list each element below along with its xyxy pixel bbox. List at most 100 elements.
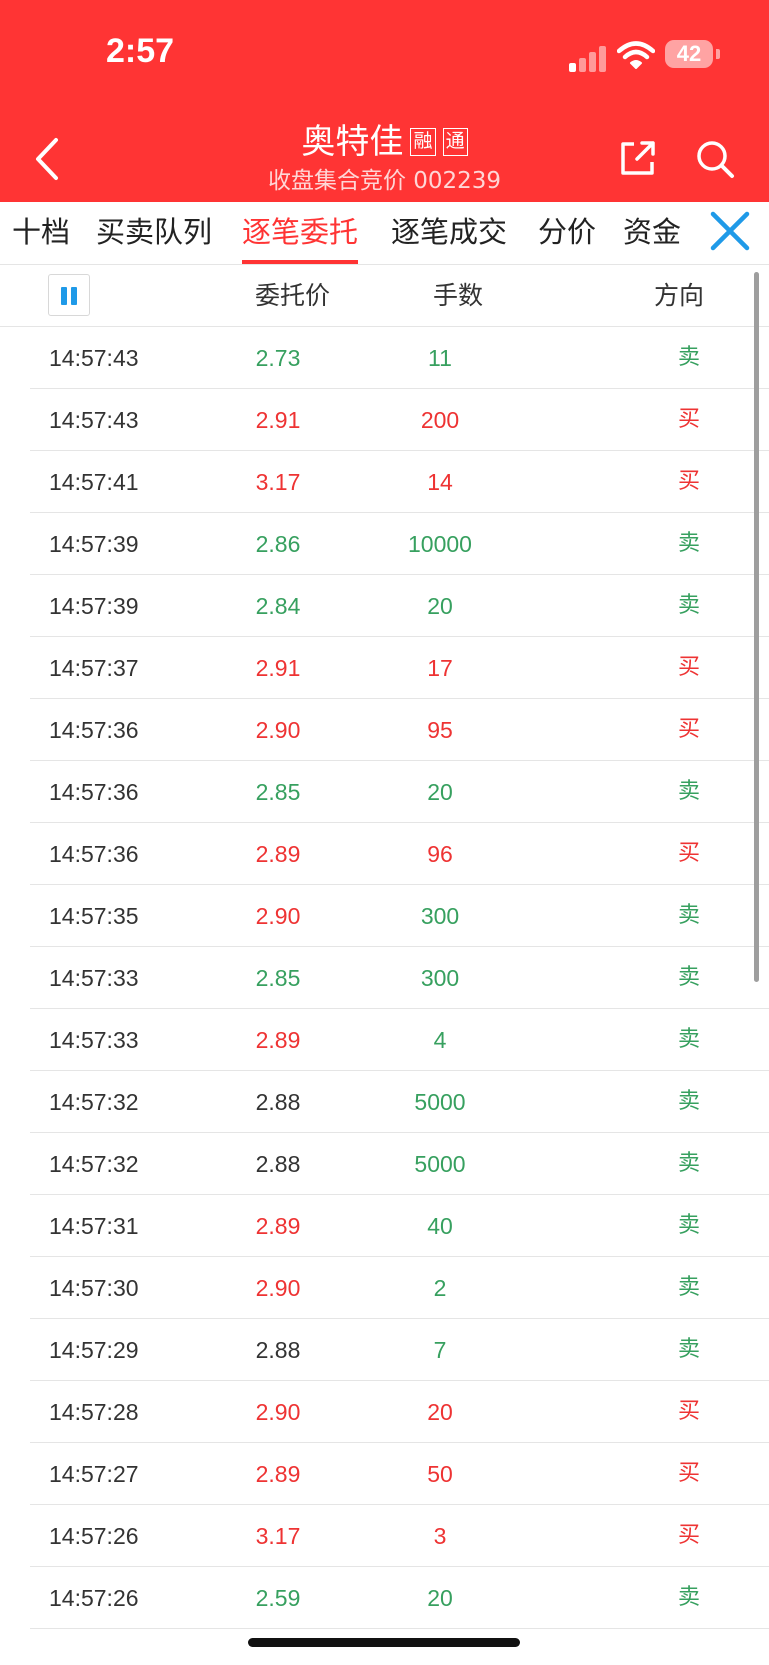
column-header-price: 委托价 xyxy=(255,281,331,310)
row-direction: 卖 xyxy=(678,1089,701,1114)
table-row: 14:57:36 2.90 95 买 xyxy=(30,699,769,761)
row-time: 14:57:28 xyxy=(49,1399,139,1425)
row-time: 14:57:43 xyxy=(49,345,139,371)
row-time: 14:57:37 xyxy=(49,655,139,681)
stock-subtitle: 收盘集合竞价 002239 xyxy=(267,168,502,194)
row-time: 14:57:32 xyxy=(49,1151,139,1177)
row-volume: 200 xyxy=(420,407,460,433)
row-direction: 买 xyxy=(678,841,701,866)
row-direction: 卖 xyxy=(678,1337,701,1362)
row-price: 2.90 xyxy=(255,903,301,929)
row-time: 14:57:29 xyxy=(49,1337,139,1363)
row-price: 2.85 xyxy=(255,965,301,991)
tab-ten-levels[interactable]: 十档 xyxy=(12,215,71,249)
row-price: 2.89 xyxy=(255,1027,301,1053)
row-time: 14:57:41 xyxy=(49,469,139,495)
table-row: 14:57:28 2.90 20 买 xyxy=(30,1381,769,1443)
row-price: 2.90 xyxy=(255,1399,301,1425)
row-direction: 卖 xyxy=(678,531,701,556)
table-row: 14:57:43 2.91 200 买 xyxy=(30,389,769,451)
table-row: 14:57:43 2.73 11 卖 xyxy=(30,327,769,389)
row-volume: 10000 xyxy=(408,531,472,557)
tab-tick-trades[interactable]: 逐笔成交 xyxy=(391,215,508,249)
tab-price-distribution[interactable]: 分价 xyxy=(538,215,597,249)
row-price: 2.89 xyxy=(255,1213,301,1239)
row-time: 14:57:39 xyxy=(49,531,139,557)
close-icon[interactable] xyxy=(708,209,752,253)
table-row: 14:57:35 2.90 300 卖 xyxy=(30,885,769,947)
row-price: 2.84 xyxy=(255,593,301,619)
row-price: 2.73 xyxy=(255,345,301,371)
row-time: 14:57:27 xyxy=(49,1461,139,1487)
row-volume: 11 xyxy=(428,345,452,371)
row-price: 2.91 xyxy=(255,655,301,681)
table-row: 14:57:32 2.88 5000 卖 xyxy=(30,1071,769,1133)
row-time: 14:57:33 xyxy=(49,965,139,991)
row-direction: 卖 xyxy=(678,779,701,804)
row-price: 2.91 xyxy=(255,407,301,433)
row-direction: 卖 xyxy=(678,345,701,370)
table-row: 14:57:30 2.90 2 卖 xyxy=(30,1257,769,1319)
row-volume: 20 xyxy=(427,593,453,619)
table-row: 14:57:37 2.91 17 买 xyxy=(30,637,769,699)
row-time: 14:57:35 xyxy=(49,903,139,929)
status-time: 2:57 xyxy=(106,32,175,70)
row-volume: 7 xyxy=(433,1337,447,1363)
order-list: 14:57:43 2.73 11 卖 14:57:43 2.91 200 买 14:57:41 3… xyxy=(30,327,769,1629)
row-direction: 买 xyxy=(678,469,701,494)
share-icon[interactable] xyxy=(618,138,658,178)
row-price: 3.17 xyxy=(255,469,301,495)
row-time: 14:57:43 xyxy=(49,407,139,433)
scrollbar[interactable] xyxy=(754,272,759,982)
row-direction: 卖 xyxy=(678,1275,701,1300)
row-direction: 卖 xyxy=(678,1151,701,1176)
tab-tick-orders[interactable]: 逐笔委托 xyxy=(242,202,359,264)
table-row: 14:57:26 2.59 20 卖 xyxy=(30,1567,769,1629)
column-header-row: 委托价 手数 方向 xyxy=(0,266,769,327)
stock-name: 奥特佳 xyxy=(301,122,404,162)
tab-order-queue[interactable]: 买卖队列 xyxy=(96,215,213,249)
app-header: 2:57 42 奥特佳 融 通 收盘集合竞价 002239 xyxy=(0,0,769,202)
row-volume: 3 xyxy=(433,1523,447,1549)
row-volume: 5000 xyxy=(414,1151,466,1177)
table-row: 14:57:29 2.88 7 卖 xyxy=(30,1319,769,1381)
row-time: 14:57:32 xyxy=(49,1089,139,1115)
row-price: 2.85 xyxy=(255,779,301,805)
row-price: 2.89 xyxy=(255,841,301,867)
row-time: 14:57:36 xyxy=(49,779,139,805)
table-row: 14:57:39 2.84 20 卖 xyxy=(30,575,769,637)
row-time: 14:57:30 xyxy=(49,1275,139,1301)
pause-icon xyxy=(61,287,67,305)
wifi-icon xyxy=(617,41,655,69)
table-row: 14:57:36 2.85 20 卖 xyxy=(30,761,769,823)
row-direction: 买 xyxy=(678,717,701,742)
row-price: 2.90 xyxy=(255,717,301,743)
row-price: 2.88 xyxy=(255,1151,301,1177)
table-row: 14:57:33 2.89 4 卖 xyxy=(30,1009,769,1071)
tab-capital-flow[interactable]: 资金 xyxy=(623,215,682,249)
row-time: 14:57:31 xyxy=(49,1213,139,1239)
home-indicator xyxy=(248,1638,520,1647)
row-direction: 卖 xyxy=(678,903,701,928)
row-direction: 买 xyxy=(678,407,701,432)
row-direction: 卖 xyxy=(678,1213,701,1238)
row-volume: 300 xyxy=(420,965,460,991)
table-row: 14:57:32 2.88 5000 卖 xyxy=(30,1133,769,1195)
pause-button[interactable] xyxy=(48,274,90,316)
row-price: 2.86 xyxy=(255,531,301,557)
pause-icon xyxy=(71,287,77,305)
row-price: 2.59 xyxy=(255,1585,301,1611)
row-volume: 20 xyxy=(427,1585,453,1611)
row-volume: 300 xyxy=(420,903,460,929)
row-volume: 50 xyxy=(427,1461,453,1487)
table-row: 14:57:41 3.17 14 买 xyxy=(30,451,769,513)
table-row: 14:57:31 2.89 40 卖 xyxy=(30,1195,769,1257)
battery-tip xyxy=(716,49,720,59)
table-row: 14:57:39 2.86 10000 卖 xyxy=(30,513,769,575)
back-button[interactable] xyxy=(30,134,66,184)
row-volume: 20 xyxy=(427,1399,453,1425)
row-price: 2.88 xyxy=(255,1337,301,1363)
search-icon[interactable] xyxy=(694,138,736,180)
row-volume: 4 xyxy=(433,1027,447,1053)
column-header-volume: 手数 xyxy=(433,281,484,310)
